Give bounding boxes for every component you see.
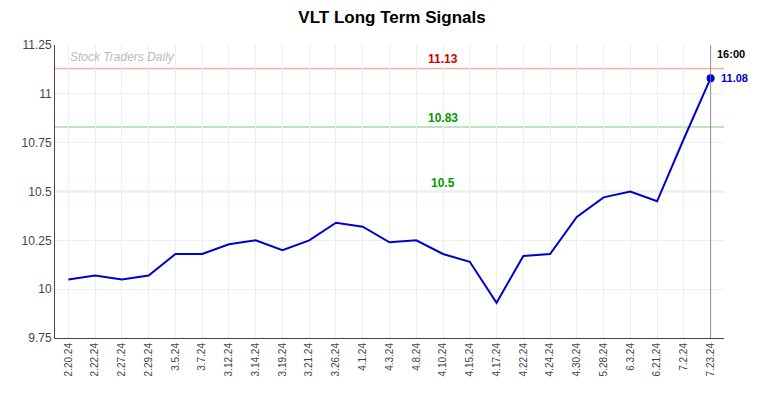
- svg-text:10: 10: [38, 282, 52, 296]
- svg-text:7.23.24: 7.23.24: [705, 343, 716, 377]
- svg-text:Stock Traders Daily: Stock Traders Daily: [70, 50, 175, 64]
- svg-text:3.5.24: 3.5.24: [170, 343, 181, 371]
- svg-text:16:00: 16:00: [717, 48, 745, 60]
- svg-text:10.5: 10.5: [28, 185, 52, 199]
- svg-text:3.12.24: 3.12.24: [223, 343, 234, 377]
- svg-text:4.24.24: 4.24.24: [544, 343, 555, 377]
- svg-text:4.10.24: 4.10.24: [437, 343, 448, 377]
- svg-text:4.8.24: 4.8.24: [411, 343, 422, 371]
- svg-text:2.20.24: 2.20.24: [63, 343, 74, 377]
- svg-text:3.21.24: 3.21.24: [303, 343, 314, 377]
- svg-text:2.29.24: 2.29.24: [143, 343, 154, 377]
- svg-text:11.08: 11.08: [721, 72, 748, 84]
- svg-text:11.13: 11.13: [428, 52, 458, 66]
- svg-text:10.83: 10.83: [428, 111, 458, 125]
- svg-text:4.3.24: 4.3.24: [384, 343, 395, 371]
- svg-text:11.25: 11.25: [22, 38, 51, 52]
- svg-text:4.15.24: 4.15.24: [464, 343, 475, 377]
- svg-text:3.26.24: 3.26.24: [330, 343, 341, 377]
- svg-text:9.75: 9.75: [28, 331, 52, 345]
- svg-text:2.22.24: 2.22.24: [89, 343, 100, 377]
- svg-text:3.19.24: 3.19.24: [277, 343, 288, 377]
- svg-text:6.21.24: 6.21.24: [651, 343, 662, 377]
- svg-text:10.25: 10.25: [22, 234, 52, 248]
- svg-text:4.17.24: 4.17.24: [491, 343, 502, 377]
- svg-text:4.30.24: 4.30.24: [571, 343, 582, 377]
- svg-text:5.28.24: 5.28.24: [598, 343, 609, 377]
- svg-text:10.75: 10.75: [22, 136, 52, 150]
- svg-text:VLT Long Term Signals: VLT Long Term Signals: [298, 8, 485, 27]
- svg-text:10.5: 10.5: [431, 176, 455, 190]
- svg-text:7.2.24: 7.2.24: [678, 343, 689, 371]
- svg-text:3.14.24: 3.14.24: [250, 343, 261, 377]
- svg-text:6.3.24: 6.3.24: [625, 343, 636, 371]
- svg-text:3.7.24: 3.7.24: [196, 343, 207, 371]
- svg-text:4.22.24: 4.22.24: [518, 343, 529, 377]
- svg-text:4.1.24: 4.1.24: [357, 343, 368, 371]
- svg-text:2.27.24: 2.27.24: [116, 343, 127, 377]
- svg-text:11: 11: [39, 87, 52, 101]
